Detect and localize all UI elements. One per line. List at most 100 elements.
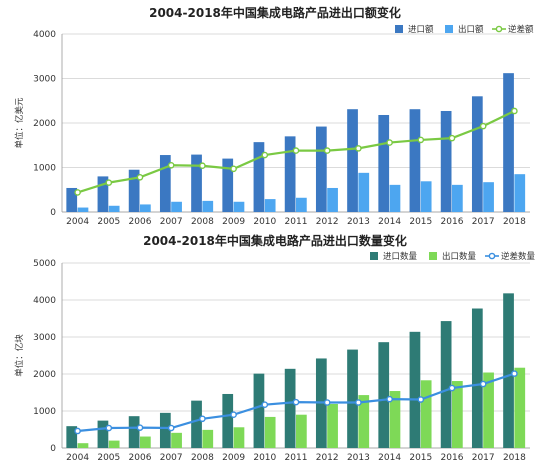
x-tick-label: 2018 [503,217,526,227]
bar-出口额-2016 [452,184,463,212]
legend-swatch-进口数量 [370,252,378,260]
y-axis-label: 单位：亿块 [14,334,25,377]
point-逆差额-2009 [230,165,237,173]
import-export-value-chart: 2004-2018年中国集成电路产品进出口额变化 0 1000 2000 3000 400… [0,0,550,232]
chart-2-title: 2004-2018年中国集成电路产品进出口数量变化 [143,233,407,248]
bar-进口额-2010 [253,142,265,212]
bar-进口数量-2018 [503,293,514,448]
bar-出口数量-2008 [202,429,214,448]
y-tick-label: 0 [50,208,56,218]
point-逆差数量-2009 [230,411,237,418]
x-tick-label: 2009 [222,453,245,463]
bar-进口额-2013 [347,109,358,212]
point-逆差数量-2008 [199,415,206,423]
bar-进口数量-2004 [66,426,78,448]
x-tick-label: 2015 [409,217,432,227]
bar-进口额-2006 [128,169,140,212]
bar-出口额-2009 [233,201,245,212]
point-逆差数量-2017 [479,380,487,388]
x-tick-label: 2007 [160,217,183,227]
bar-出口数量-2009 [233,427,245,448]
chart-2-svg: 2004-2018年中国集成电路产品进出口数量变化 0 1000 2000 3000 40… [14,233,536,463]
point-逆差额-2014 [386,139,393,146]
bar-进口数量-2007 [159,412,171,448]
point-逆差额-2007 [167,161,175,169]
y-tick-label: 1000 [33,164,56,174]
chart-1-svg: 2004-2018年中国集成电路产品进出口额变化 0 1000 2000 3000 400… [14,5,534,227]
bar-进口数量-2013 [347,349,358,448]
point-逆差数量-2005 [105,424,113,432]
legend-swatch-出口数量 [429,252,437,260]
bar-出口额-2014 [389,184,401,212]
bar-进口数量-2008 [191,400,202,448]
x-tick-label: 2006 [129,453,152,463]
x-tick-label: 2014 [378,453,401,463]
bar-出口额-2017 [483,182,494,212]
bar-进口数量-2009 [222,393,234,448]
x-tick-label: 2015 [409,453,432,463]
point-逆差数量-2007 [167,424,175,432]
point-逆差额-2016 [448,134,456,142]
y-tick-label: 2000 [33,370,56,380]
point-逆差数量-2014 [386,395,393,403]
bar-出口额-2011 [296,197,307,212]
bar-进口额-2008 [191,154,202,212]
bar-出口数量-2007 [171,432,182,448]
bar-进口额-2004 [66,187,78,212]
bar-进口额-2015 [409,109,421,212]
legend-label-出口额: 出口额 [458,24,484,35]
point-逆差额-2013 [355,145,362,152]
x-tick-label: 2004 [66,217,89,227]
bar-出口额-2012 [327,187,338,212]
bar-出口额-2006 [140,204,151,212]
bar-出口数量-2005 [108,440,120,448]
bar-进口额-2017 [471,96,483,212]
bar-进口额-2007 [159,155,171,212]
bar-出口数量-2015 [420,380,432,448]
bar-出口额-2013 [358,172,370,212]
legend-marker-逆差数量 [488,252,496,260]
x-tick-label: 2011 [285,453,308,463]
point-逆差额-2008 [199,162,206,170]
x-tick-label: 2013 [347,453,370,463]
bar-进口数量-2015 [409,331,421,448]
bar-出口数量-2017 [483,372,494,448]
x-tick-label: 2012 [316,453,339,463]
point-逆差额-2012 [323,147,331,154]
point-逆差额-2005 [105,179,113,186]
bar-进口额-2011 [284,136,296,212]
bar-进口额-2009 [222,158,234,212]
bar-出口数量-2010 [264,416,276,448]
point-逆差数量-2016 [448,384,456,392]
x-tick-label: 2010 [253,453,276,463]
point-逆差额-2015 [417,136,425,144]
point-逆差数量-2006 [136,424,144,431]
legend-label-出口数量: 出口数量 [442,251,477,262]
point-逆差数量-2004 [74,427,81,435]
bar-出口额-2005 [108,205,120,212]
point-逆差额-2006 [136,173,144,181]
y-axis-label: 单位：亿美元 [14,97,25,149]
bar-进口数量-2005 [97,420,109,448]
bar-出口数量-2016 [452,381,463,448]
bar-出口数量-2004 [77,443,89,448]
x-tick-label: 2017 [472,453,495,463]
bar-出口额-2010 [264,199,276,212]
bar-出口额-2007 [171,201,182,212]
y-tick-label: 4000 [33,30,56,40]
point-逆差数量-2012 [323,399,331,406]
x-tick-label: 2016 [441,217,464,227]
bar-进口数量-2006 [128,416,140,448]
bar-进口数量-2016 [440,321,452,448]
x-tick-label: 2010 [253,217,276,227]
bar-出口数量-2014 [389,391,401,448]
legend-swatch-进口额 [395,25,403,33]
x-tick-label: 2005 [97,453,120,463]
point-逆差数量-2015 [417,396,425,403]
point-逆差额-2011 [292,147,300,154]
legend-marker-逆差额 [495,25,503,33]
bar-进口额-2014 [378,114,390,212]
bar-进口额-2018 [503,73,514,212]
point-逆差额-2018 [511,107,518,115]
point-逆差数量-2018 [511,370,518,377]
